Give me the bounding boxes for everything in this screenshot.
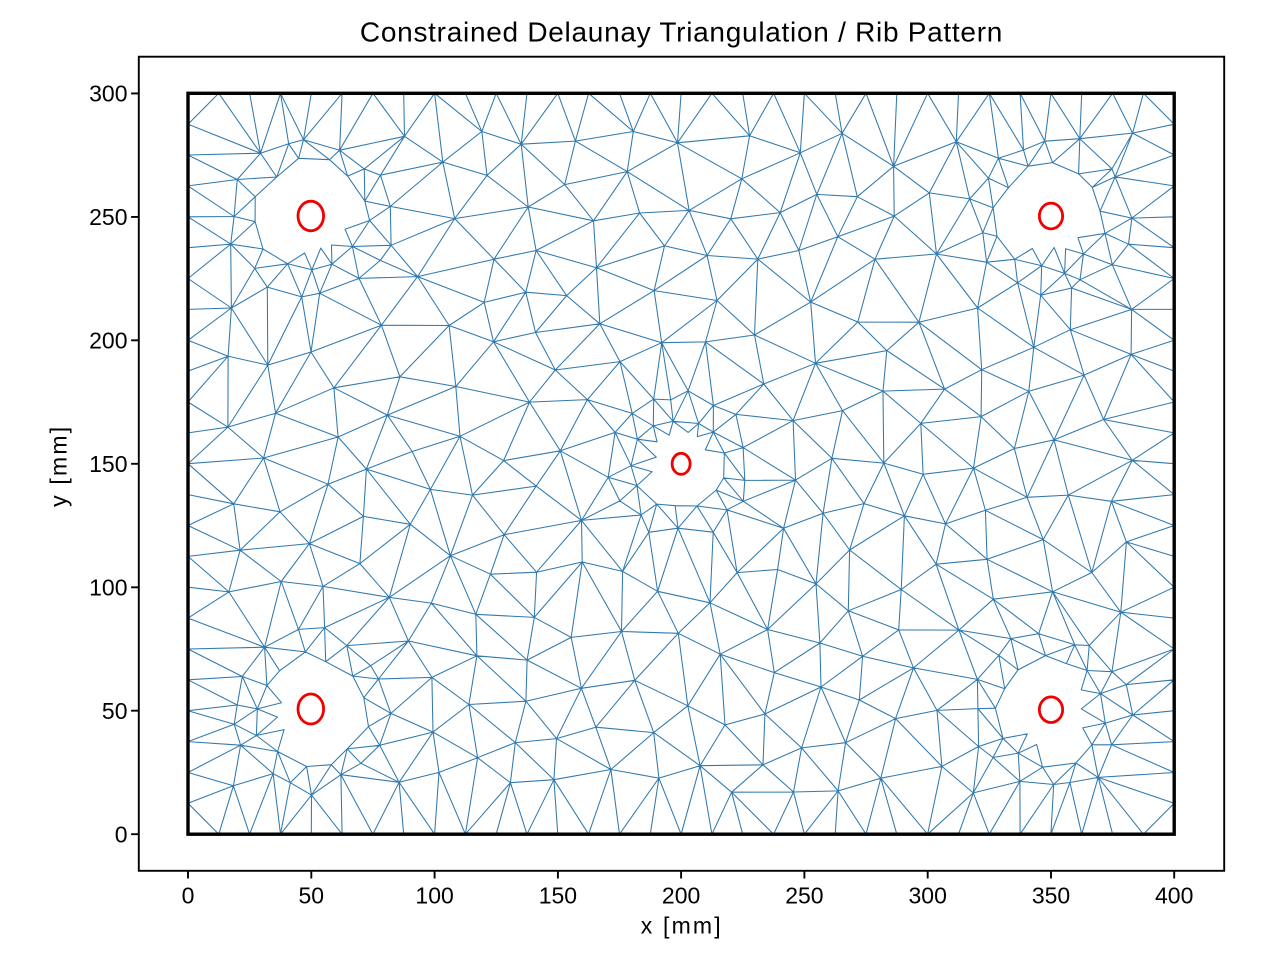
svg-text:350: 350 (1032, 883, 1070, 909)
svg-text:300: 300 (909, 883, 947, 909)
svg-text:100: 100 (415, 883, 453, 909)
svg-text:200: 200 (89, 328, 127, 354)
svg-text:0: 0 (182, 883, 195, 909)
svg-text:250: 250 (785, 883, 823, 909)
svg-text:0: 0 (115, 822, 128, 848)
svg-text:100: 100 (89, 575, 127, 601)
svg-text:Constrained Delaunay Triangula: Constrained Delaunay Triangulation / Rib… (360, 17, 1003, 48)
svg-text:150: 150 (539, 883, 577, 909)
svg-text:150: 150 (89, 451, 127, 477)
svg-text:200: 200 (662, 883, 700, 909)
svg-text:x [mm]: x [mm] (641, 913, 723, 939)
svg-text:y [mm]: y [mm] (46, 425, 72, 507)
svg-text:50: 50 (102, 698, 128, 724)
svg-text:400: 400 (1155, 883, 1193, 909)
svg-text:250: 250 (89, 204, 127, 230)
svg-text:50: 50 (299, 883, 325, 909)
svg-text:300: 300 (89, 81, 127, 107)
